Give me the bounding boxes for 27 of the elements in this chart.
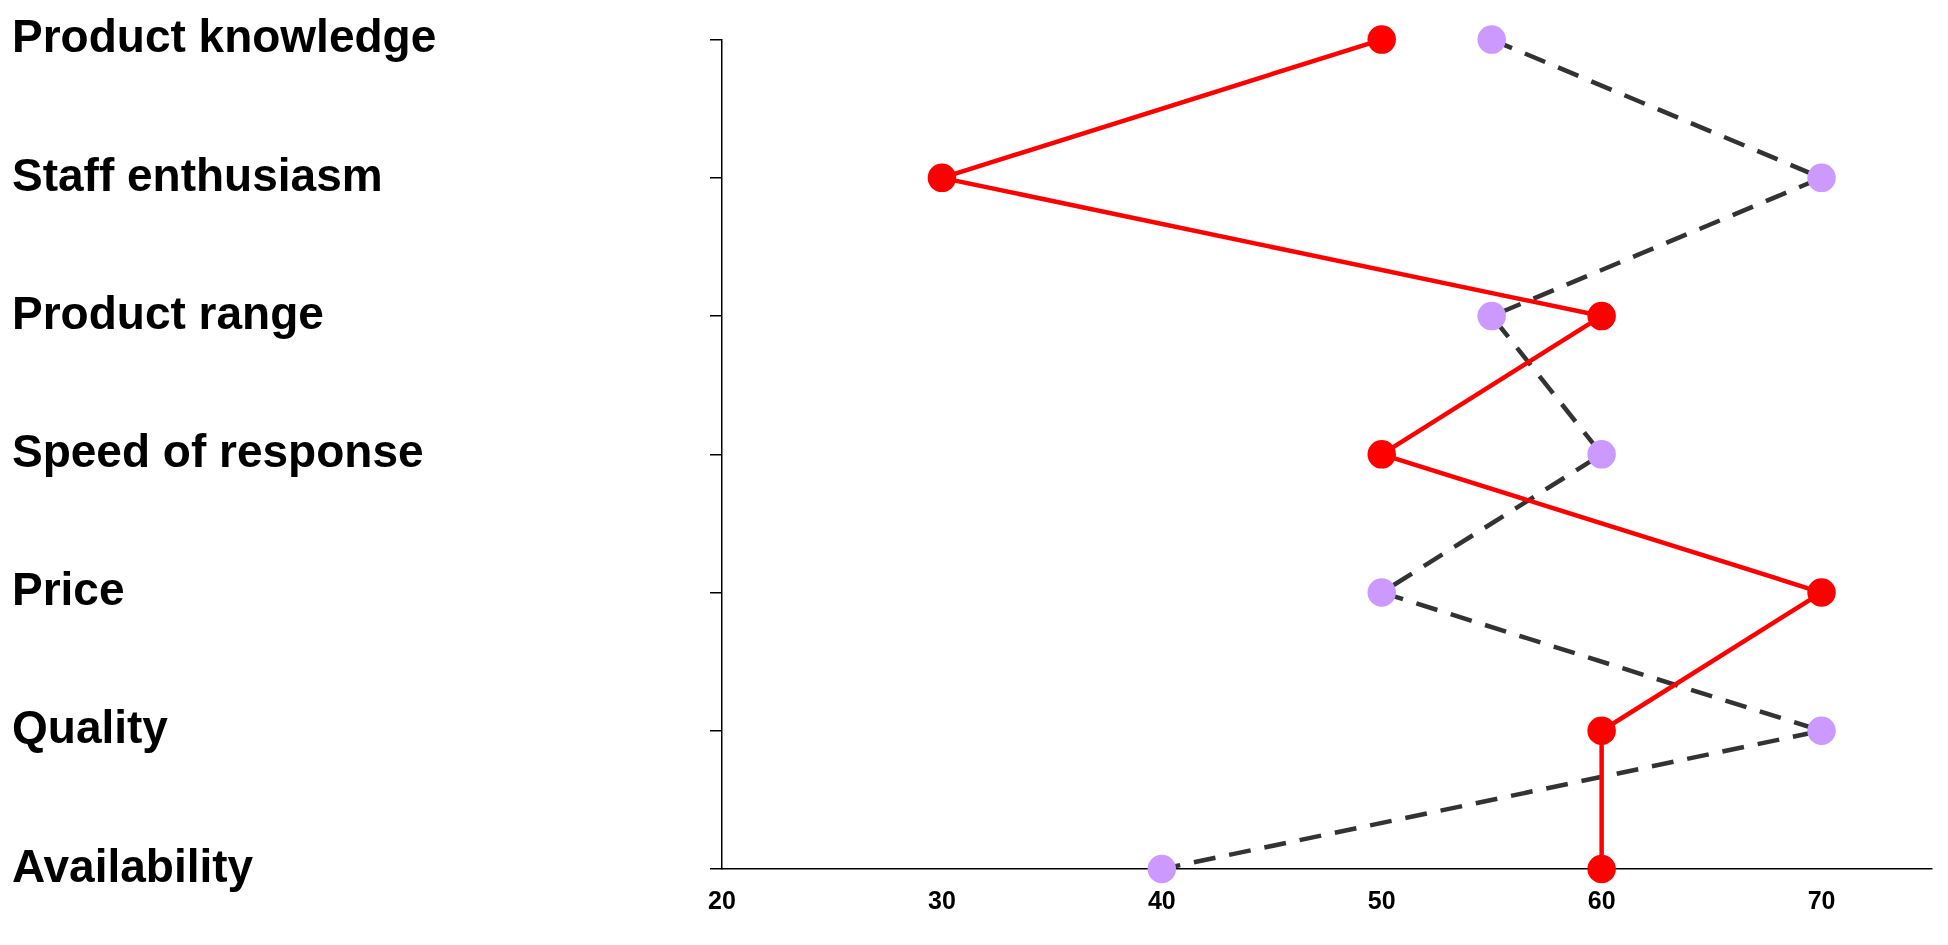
point — [1147, 854, 1177, 884]
y-tick-label: Product knowledge — [12, 10, 437, 63]
point — [1807, 163, 1836, 193]
point — [1477, 25, 1506, 54]
y-tick-label: Staff enthusiasm — [12, 148, 383, 201]
x-tick-label: 60 — [1587, 885, 1616, 914]
x-tick-label: 50 — [1367, 885, 1396, 914]
point — [1807, 578, 1836, 607]
point — [1367, 440, 1396, 469]
x-tick-label: 20 — [708, 885, 736, 914]
point — [1477, 301, 1506, 331]
point — [1807, 716, 1836, 746]
point — [1587, 716, 1616, 746]
y-tick-label: Price — [12, 563, 125, 616]
point — [1587, 854, 1616, 884]
x-tick-label: 70 — [1807, 885, 1836, 914]
x-tick-label: 40 — [1147, 885, 1176, 914]
point — [1367, 25, 1396, 54]
y-tick-label: Quality — [12, 701, 169, 754]
point — [1587, 301, 1616, 331]
y-tick-label: Availability — [12, 839, 254, 892]
point — [1587, 440, 1616, 469]
y-tick-label: Product range — [12, 286, 324, 339]
point — [927, 163, 957, 193]
x-tick-label: 30 — [928, 885, 956, 914]
point — [1367, 578, 1396, 607]
y-tick-label: Speed of response — [12, 424, 424, 477]
